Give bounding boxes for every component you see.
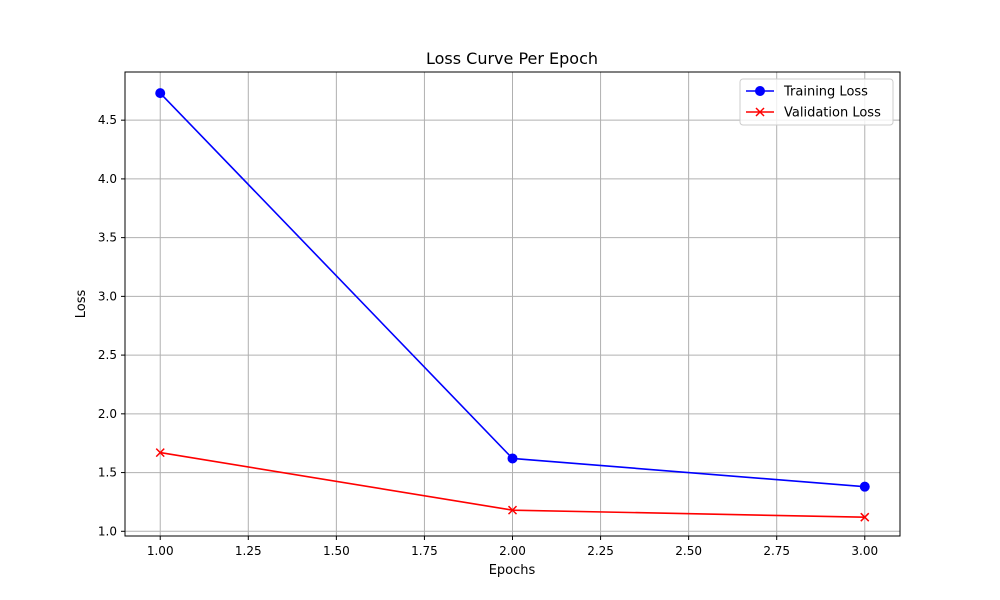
training-loss-point [859, 481, 870, 492]
y-tick-label: 2.0 [98, 407, 117, 421]
y-axis-label: Loss [74, 290, 89, 319]
y-tick-label: 1.0 [98, 524, 117, 538]
x-tick-label: 3.00 [851, 544, 878, 558]
validation-loss-point [860, 512, 870, 522]
plot-area-frame [124, 71, 901, 537]
x-axis-ticks: 1.00 1.25 1.50 1.75 2.00 2.25 2.50 2.75 3.00 [147, 536, 878, 558]
y-axis-ticks: 1.0 1.5 2.0 2.5 3.0 3.5 4.0 4.5 [98, 113, 125, 538]
x-tick-label: 2.00 [499, 544, 526, 558]
legend: Training Loss Validation Loss [739, 78, 894, 126]
y-tick-label: 4.0 [98, 172, 117, 186]
y-tick-label: 2.5 [98, 348, 117, 362]
legend-validation-loss-marker [755, 107, 765, 117]
y-tick-label: 3.0 [98, 289, 117, 303]
training-loss-point [507, 453, 518, 464]
y-tick-label: 4.5 [98, 113, 117, 127]
series-lines [155, 88, 870, 522]
grid [125, 72, 900, 536]
validation-loss-point [155, 448, 165, 458]
x-tick-label: 2.50 [675, 544, 702, 558]
x-tick-label: 1.00 [147, 544, 174, 558]
x-tick-label: 2.75 [763, 544, 790, 558]
training-loss-point [155, 88, 166, 99]
validation-loss-point [507, 505, 518, 515]
y-tick-label: 1.5 [98, 466, 117, 480]
legend-box [739, 78, 894, 126]
y-tick-label: 3.5 [98, 231, 117, 245]
x-axis-label: Epochs [489, 563, 536, 578]
legend-training-loss-marker [755, 86, 765, 96]
legend-validation-loss-label: Validation Loss [784, 106, 881, 121]
x-tick-label: 1.25 [235, 544, 262, 558]
x-tick-label: 1.75 [411, 544, 438, 558]
x-tick-label: 2.25 [587, 544, 614, 558]
chart-title: Loss Curve Per Epoch [426, 49, 598, 68]
x-tick-label: 1.50 [323, 544, 350, 558]
legend-training-loss-label: Training Loss [783, 85, 868, 100]
